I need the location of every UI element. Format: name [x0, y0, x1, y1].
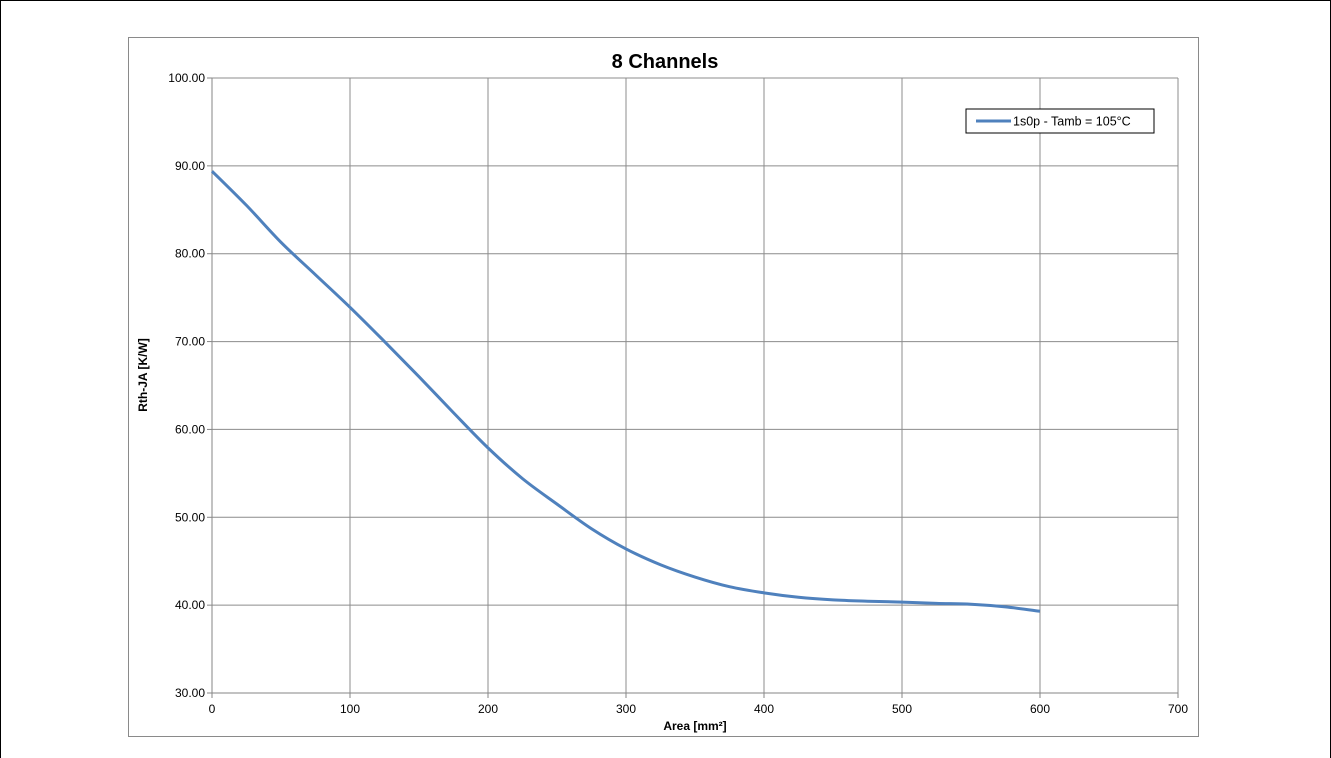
y-tick-label: 30.00: [175, 686, 205, 700]
x-tick-label: 700: [1168, 702, 1188, 716]
grid-lines: [212, 77, 1179, 693]
legend-entry: 1s0p - Tamb = 105°C: [1013, 115, 1131, 129]
x-tick-label: 500: [892, 702, 912, 716]
x-tick-label: 0: [209, 702, 216, 716]
y-tick-label: 50.00: [175, 510, 205, 524]
chart-title: 8 Channels: [612, 51, 719, 73]
x-tick-label: 400: [754, 702, 774, 716]
x-tick-label: 600: [1030, 702, 1050, 716]
y-tick-label: 40.00: [175, 598, 205, 612]
y-tick-label: 70.00: [175, 335, 205, 349]
y-tick-label: 60.00: [175, 422, 205, 436]
tick-labels: 0 100 200 300 400 500 600 700 30.00 40.00 50.00 60.…: [168, 71, 1188, 716]
series-line-0: [210, 170, 1041, 613]
x-tick-label: 300: [616, 702, 636, 716]
legend: 1s0p - Tamb = 105°C: [965, 108, 1155, 134]
x-axis-label: Area [mm²]: [663, 719, 726, 733]
x-tick-label: 100: [340, 702, 360, 716]
y-tick-label: 90.00: [175, 159, 205, 173]
plot-series: [210, 170, 1041, 613]
y-axis-label: Rth-JA [K/W]: [136, 338, 150, 412]
y-tick-label: 100.00: [168, 71, 205, 85]
chart-frame: [128, 37, 1199, 737]
axes: [207, 77, 1179, 698]
x-tick-label: 200: [478, 702, 498, 716]
y-tick-label: 80.00: [175, 247, 205, 261]
